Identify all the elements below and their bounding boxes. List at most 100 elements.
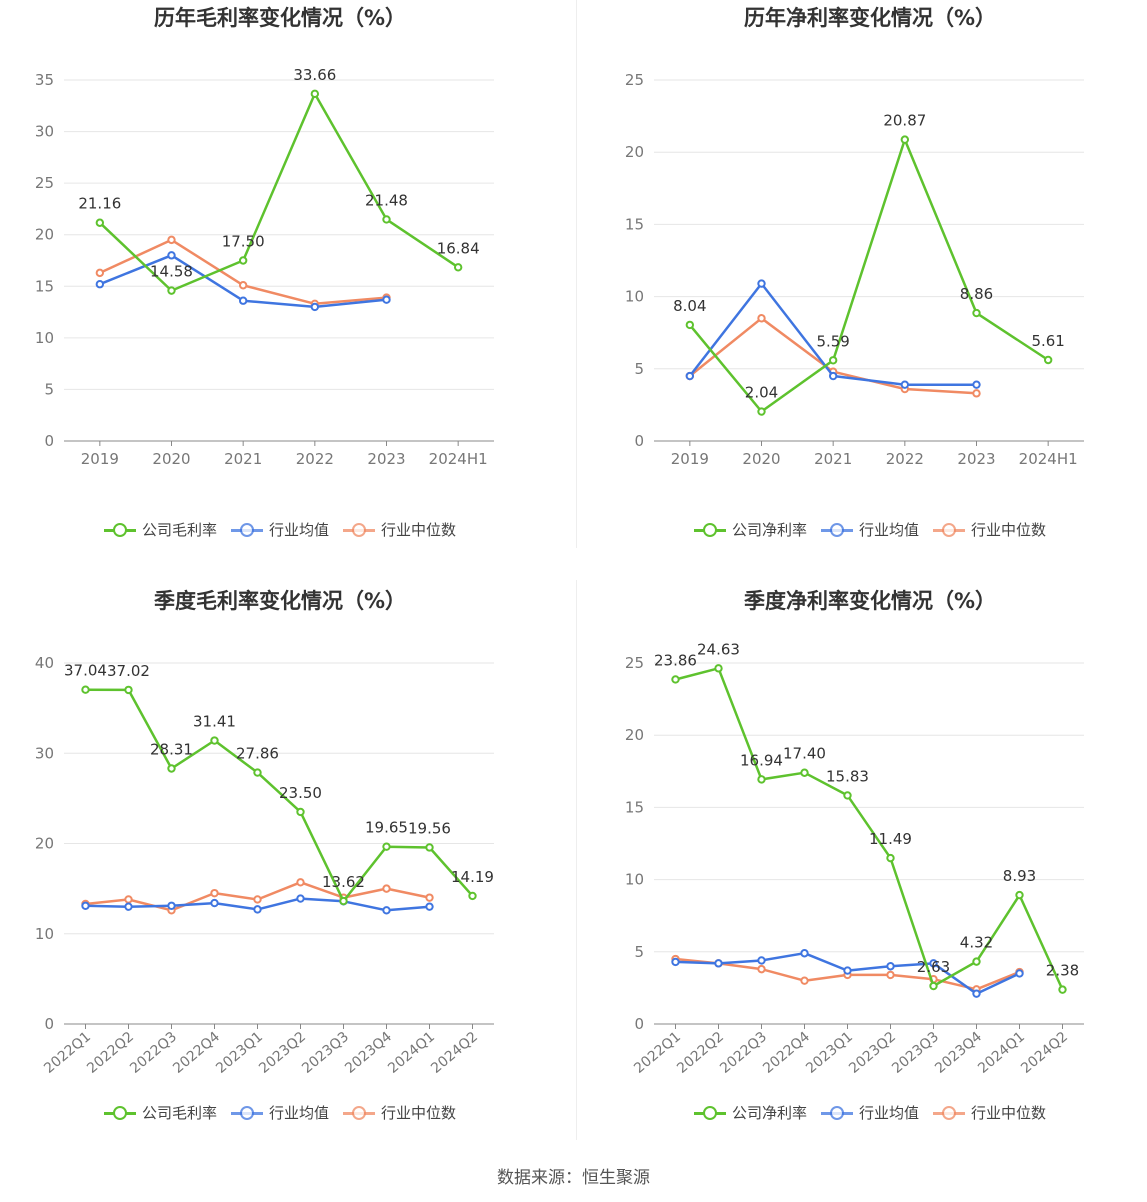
data-label: 8.93 [1003,867,1036,885]
data-label: 19.56 [408,819,451,837]
data-label: 24.63 [697,640,740,658]
data-label: 16.94 [740,751,783,769]
legend-item-average[interactable]: 行业均值 [820,519,919,540]
data-label: 16.84 [437,239,480,257]
legend-dot [702,1105,717,1120]
data-label: 14.19 [451,868,494,886]
data-point-average [95,280,105,289]
legend-item-company[interactable]: 公司毛利率 [103,1102,217,1123]
legend-item-average[interactable]: 行业均值 [230,1102,329,1123]
y-tick-label: 10 [35,329,54,347]
data-label: 31.41 [193,713,236,731]
data-point-company [95,218,105,227]
legend-item-company[interactable]: 公司毛利率 [103,519,217,540]
x-tick-label: 2024Q2 [1018,1029,1071,1077]
data-point-company [124,685,133,695]
x-tick-label: 2022 [886,450,924,468]
data-point-company [757,407,766,416]
data-point-company [714,664,723,673]
y-tick-label: 35 [35,71,54,89]
data-label: 21.16 [78,195,121,213]
data-point-company [1058,985,1067,994]
data-label: 23.86 [654,651,697,669]
legend-dot [942,522,956,537]
x-tick-label: 2019 [81,450,119,468]
x-tick-label: 2022Q3 [717,1029,770,1077]
data-point-average [929,959,938,968]
legend-item-average[interactable]: 行业均值 [230,519,329,540]
legend-item-company[interactable]: 公司净利率 [693,519,807,540]
data-label: 8.86 [960,285,993,303]
chart-legend: 公司净利率 行业均值 行业中位数 [590,1102,1147,1123]
data-label: 11.49 [869,830,912,848]
data-point-median [382,884,391,893]
data-point-average [900,380,910,389]
data-label: 5.59 [816,332,849,350]
legend-dot [112,1105,127,1120]
data-point-median [124,895,133,904]
x-tick-label: 2023Q2 [256,1029,309,1077]
y-tick-label: 0 [44,432,54,450]
data-point-median [886,970,895,980]
legend-label: 行业中位数 [971,521,1047,539]
x-tick-label: 2022Q2 [84,1029,137,1077]
data-point-company [210,736,219,745]
data-point-average [757,956,766,965]
data-point-average [843,966,852,975]
legend-item-median[interactable]: 行业中位数 [933,1102,1046,1123]
data-point-company [81,685,90,694]
legend-item-company[interactable]: 公司净利率 [693,1102,807,1123]
data-point-average [800,949,809,958]
legend-swatch-icon [230,522,263,537]
series-line-company [85,688,474,903]
data-point-average [382,295,391,304]
legend-dot [829,522,844,537]
x-tick-label: 2024Q2 [428,1029,481,1077]
panel-divider-bottom [576,580,577,1140]
data-point-median [800,976,809,985]
x-tick-label: 2022Q4 [760,1029,813,1077]
x-tick-label: 2022Q2 [674,1029,727,1077]
data-point-company [886,853,895,863]
data-point-company [468,891,477,901]
x-tick-label: 2020 [742,450,780,468]
y-tick-label: 20 [35,226,54,244]
x-tick-label: 2021 [224,450,262,468]
legend-item-median[interactable]: 行业中位数 [343,519,456,540]
data-point-median [95,268,105,278]
chart-panel-quarterly-gross: 季度毛利率变化情况（%） 0 10 20 30 40 2022Q1 2022Q2 2022Q3… [0,583,560,1153]
legend-swatch-icon [693,522,726,537]
data-point-company [310,89,320,99]
data-point-average [167,251,176,260]
data-point-company [167,286,176,295]
series-line-company [98,92,459,292]
data-label: 37.04 [64,662,107,680]
y-tick-label: 0 [634,432,644,450]
x-tick-label: 2022Q4 [170,1029,223,1077]
legend-item-median[interactable]: 行业中位数 [933,519,1046,540]
chart-title: 季度净利率变化情况（%） [743,589,997,613]
x-tick-label: 2024H1 [1019,450,1078,468]
data-point-company [1043,355,1053,365]
data-point-average [253,905,262,914]
data-label: 33.66 [293,66,336,84]
data-point-average [425,902,434,911]
legend-label: 行业中位数 [381,1104,457,1122]
x-tick-label: 2023Q2 [846,1029,899,1077]
legend-swatch-icon [230,1105,263,1120]
legend-dot [352,522,366,537]
x-tick-label: 2021 [814,450,852,468]
data-point-company [972,308,981,318]
x-tick-label: 2022Q1 [41,1029,94,1077]
legend-item-average[interactable]: 行业均值 [820,1102,919,1123]
data-point-average [685,371,695,381]
data-point-company [800,768,809,777]
legend-swatch-icon [343,522,375,537]
legend-item-median[interactable]: 行业中位数 [343,1102,456,1123]
data-point-company [167,764,176,773]
data-label: 37.02 [107,662,150,680]
y-tick-label: 20 [625,726,644,744]
data-point-median [425,893,434,902]
data-point-company [843,791,852,800]
data-point-company [238,256,248,265]
